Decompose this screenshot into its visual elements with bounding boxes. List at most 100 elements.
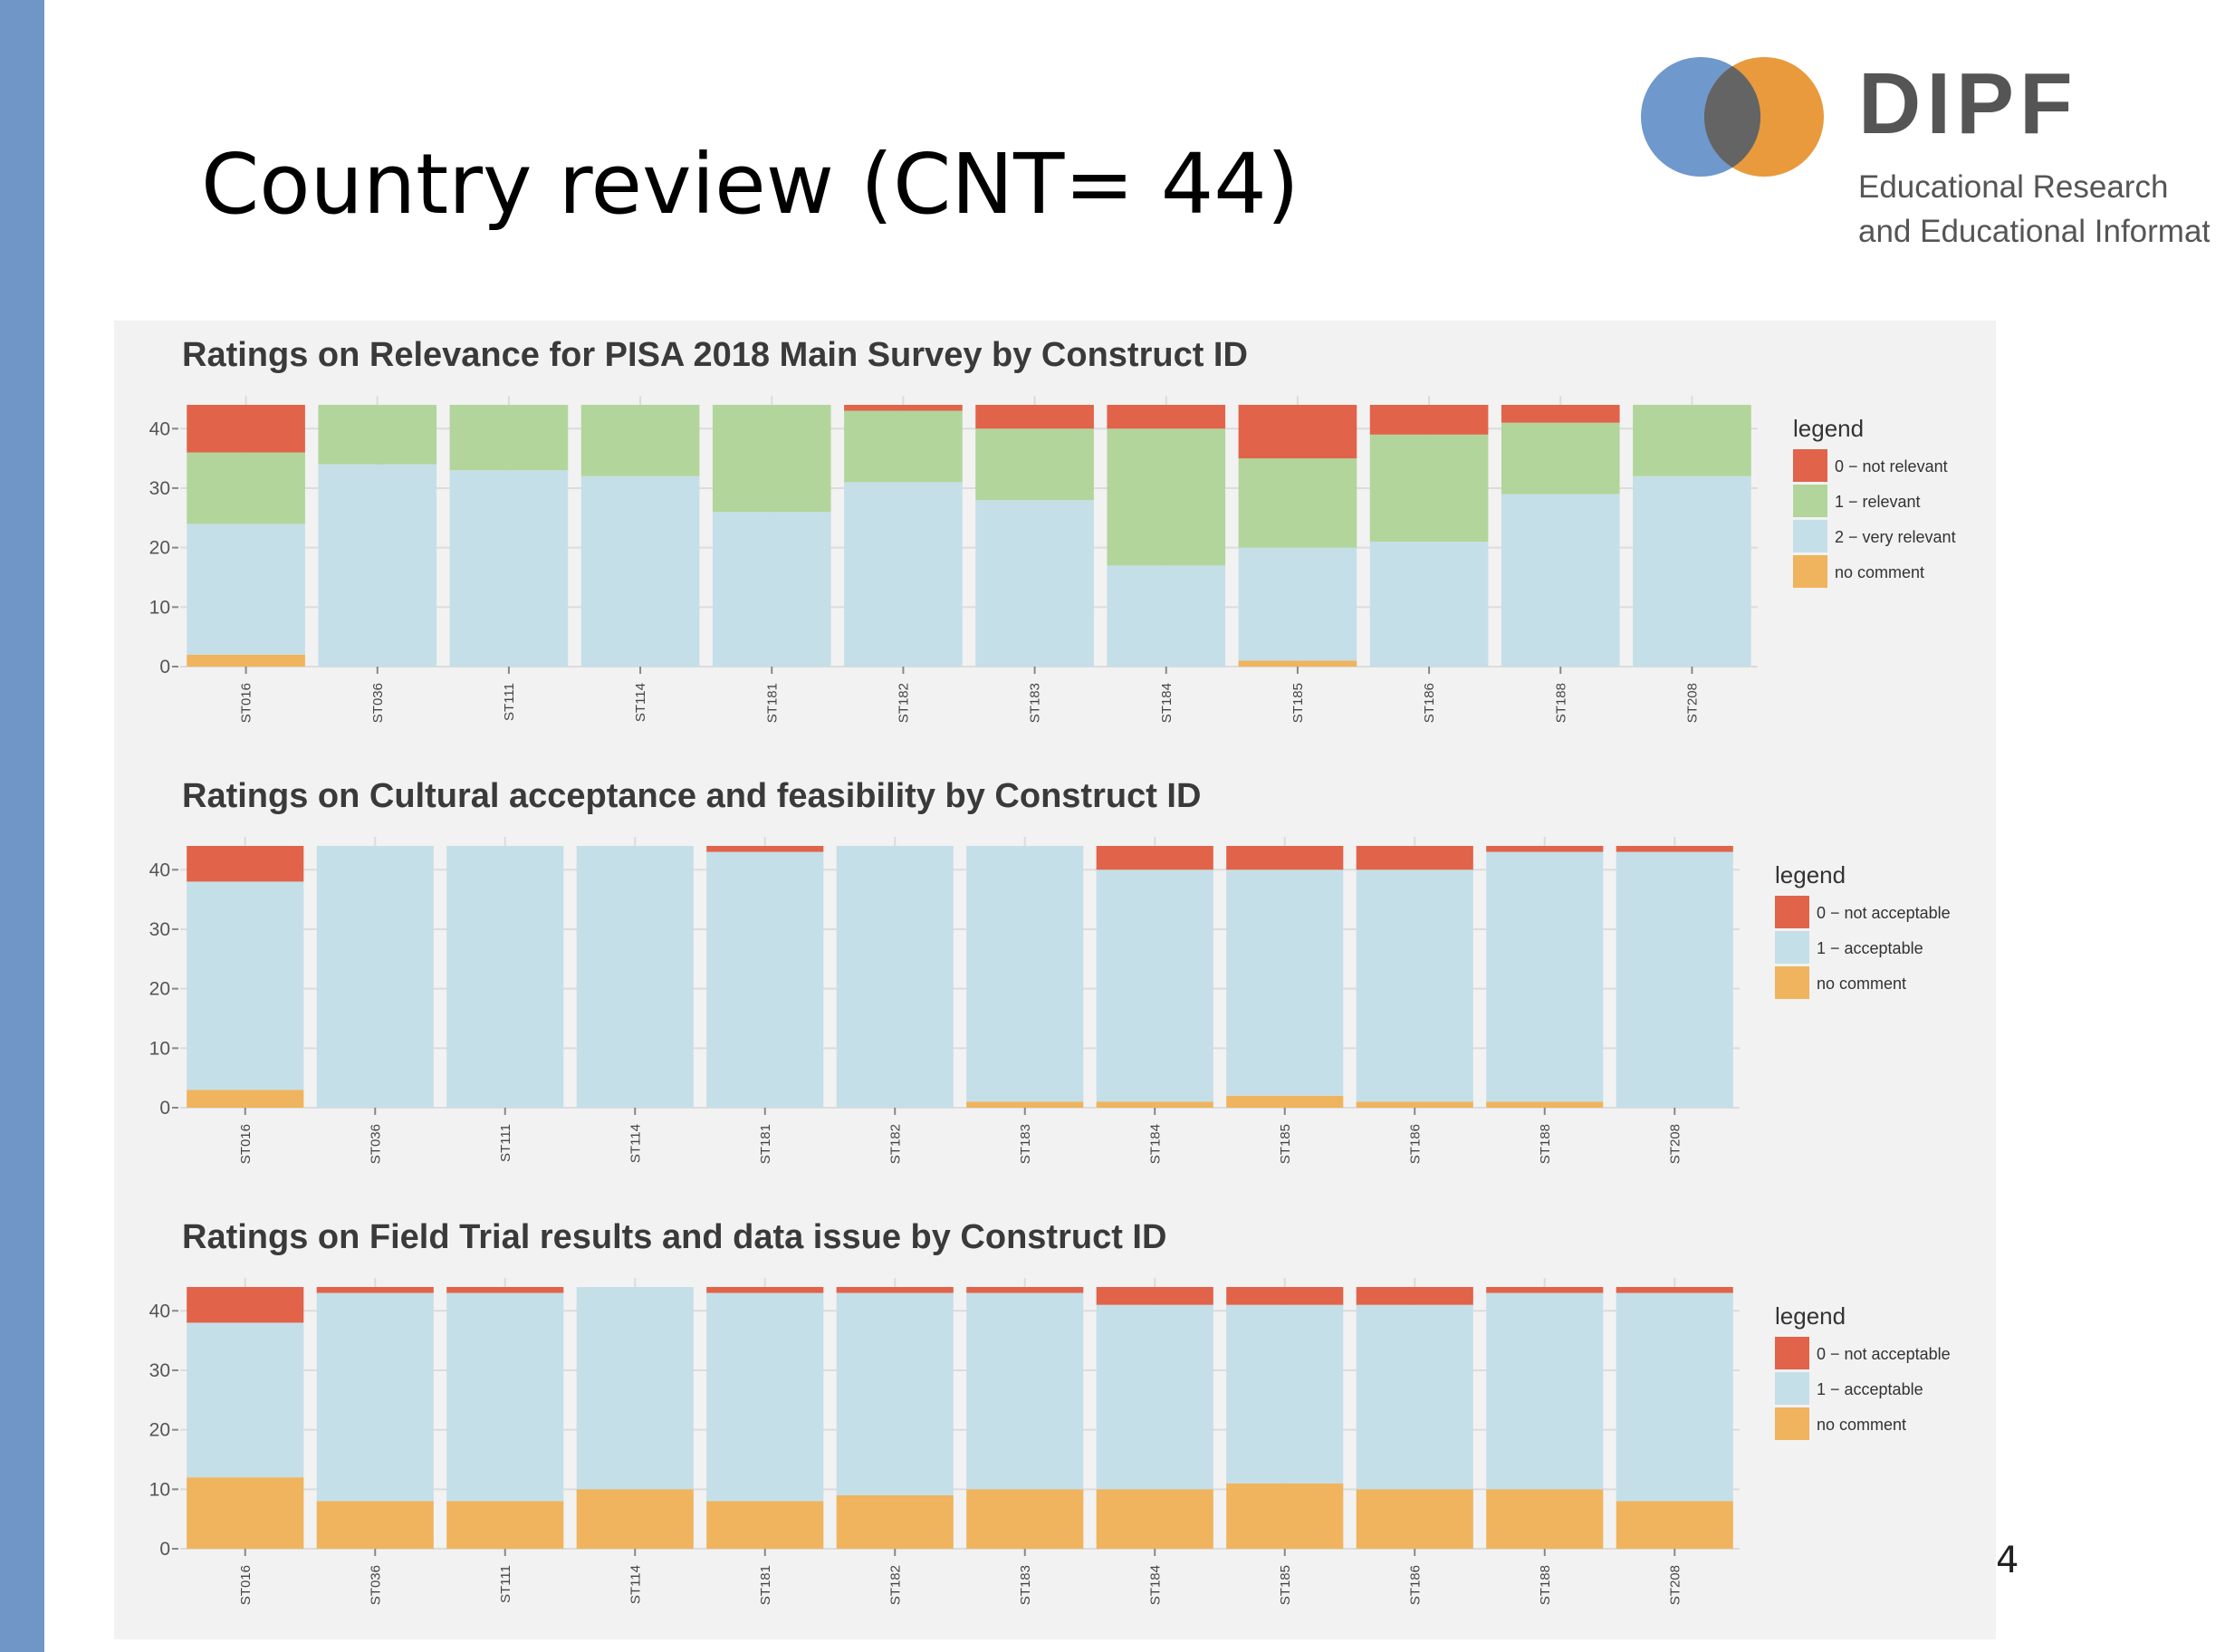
bar-segment (844, 405, 963, 411)
bar-segment (1356, 1287, 1473, 1305)
bar-segment (1096, 1304, 1213, 1490)
x-tick-label: ST114 (628, 1565, 643, 1604)
bar-segment (1226, 1095, 1344, 1108)
bar-segment (706, 1501, 824, 1549)
bar-segment (318, 405, 437, 465)
bar-segment (1501, 494, 1620, 667)
bar-segment (1486, 851, 1604, 1102)
x-tick-label: ST036 (370, 683, 386, 723)
x-tick-label: ST183 (1018, 1565, 1033, 1605)
bar-segment (1633, 475, 1751, 667)
bar-segment (187, 1477, 304, 1549)
bar-segment (449, 470, 569, 667)
chart-2: Ratings on Cultural acceptance and feasi… (149, 777, 1951, 1164)
x-tick-label: ST016 (238, 1124, 254, 1164)
x-tick-label: ST185 (1278, 1565, 1293, 1605)
slide-accent-bar (0, 0, 44, 1652)
bar-segment (844, 482, 963, 667)
bar-segment (1486, 1292, 1604, 1490)
bar-segment (187, 1090, 304, 1108)
bar-segment (1633, 405, 1751, 476)
x-tick-label: ST016 (238, 1565, 254, 1605)
legend-swatch (1775, 966, 1809, 999)
y-tick-label: 30 (149, 1360, 170, 1381)
bar-segment (706, 1292, 824, 1502)
bar-segment (836, 1292, 954, 1495)
bar-segment (975, 428, 1094, 501)
legend-title: legend (1775, 861, 1846, 888)
bar-segment (318, 464, 437, 667)
y-tick-label: 10 (149, 597, 170, 618)
bar-segment (187, 881, 304, 1090)
bar-segment (975, 405, 1094, 429)
bar-segment (966, 1287, 1084, 1293)
x-tick-label: ST184 (1147, 1124, 1163, 1164)
bar-segment (187, 1287, 304, 1323)
bar-segment (1096, 1101, 1213, 1108)
bar-segment (580, 475, 700, 667)
bar-segment (1501, 405, 1620, 423)
bar-segment (1369, 434, 1489, 543)
bar-segment (1501, 422, 1620, 495)
bar-segment (712, 405, 831, 513)
y-tick-label: 20 (149, 1420, 170, 1441)
bar-segment (1226, 869, 1344, 1096)
bar-segment (1238, 547, 1357, 661)
legend-swatch (1775, 1407, 1809, 1440)
page-number: 4 (1996, 1540, 2019, 1581)
bar-segment (1356, 846, 1473, 870)
legend-label: 0 − not relevant (1835, 457, 1948, 475)
x-tick-label: ST181 (764, 683, 780, 723)
x-tick-label: ST016 (239, 683, 254, 723)
legend-label: 1 − relevant (1835, 493, 1921, 511)
legend-swatch (1793, 555, 1827, 588)
x-tick-label: ST182 (887, 1565, 903, 1605)
chart-title: Ratings on Relevance for PISA 2018 Main … (182, 336, 1248, 374)
y-tick-label: 10 (149, 1038, 170, 1059)
y-tick-label: 0 (159, 1098, 170, 1119)
x-tick-label: ST208 (1667, 1565, 1683, 1605)
bar-segment (187, 1322, 304, 1478)
bar-segment (836, 846, 954, 1108)
legend-label: 0 − not acceptable (1817, 904, 1951, 922)
legend-swatch (1793, 485, 1827, 517)
bar-segment (1226, 1304, 1344, 1484)
bar-segment (1486, 846, 1604, 852)
x-tick-label: ST188 (1538, 1124, 1553, 1164)
y-tick-label: 20 (149, 979, 170, 1000)
x-tick-label: ST111 (502, 683, 517, 721)
bar-segment (187, 452, 305, 524)
bar-segment (1107, 428, 1226, 566)
x-tick-label: ST188 (1538, 1565, 1553, 1605)
logo-tagline-2: and Educational Information (1858, 214, 2210, 249)
bar-segment (1616, 846, 1733, 852)
dipf-logo: DIPF Educational Research and Educationa… (1630, 50, 2225, 267)
legend-title: legend (1793, 415, 1864, 442)
legend-swatch (1775, 1337, 1809, 1369)
x-tick-label: ST182 (896, 683, 911, 723)
legend-label: 0 − not acceptable (1817, 1345, 1951, 1363)
legend-label: no comment (1835, 563, 1924, 581)
bar-segment (1107, 405, 1226, 429)
bar-segment (187, 846, 304, 882)
bar-segment (1238, 405, 1357, 459)
x-tick-label: ST208 (1684, 683, 1700, 723)
bar-segment (1616, 851, 1733, 1108)
legend-label: 1 − acceptable (1817, 939, 1923, 957)
bar-segment (966, 1101, 1084, 1108)
bar-segment (1369, 542, 1489, 667)
y-tick-label: 10 (149, 1479, 170, 1500)
bar-segment (1096, 1489, 1213, 1549)
x-tick-label: ST111 (498, 1565, 513, 1603)
bar-segment (1107, 565, 1226, 667)
bar-segment (1616, 1501, 1733, 1549)
x-tick-label: ST183 (1028, 683, 1043, 723)
bar-segment (187, 405, 305, 453)
bar-segment (1238, 660, 1357, 667)
bar-segment (446, 846, 564, 1108)
bar-segment (1226, 1483, 1344, 1549)
x-tick-label: ST185 (1278, 1124, 1293, 1164)
bar-segment (966, 1489, 1084, 1549)
legend-label: 2 − very relevant (1835, 528, 1956, 546)
chart-title: Ratings on Cultural acceptance and feasi… (182, 777, 1201, 815)
